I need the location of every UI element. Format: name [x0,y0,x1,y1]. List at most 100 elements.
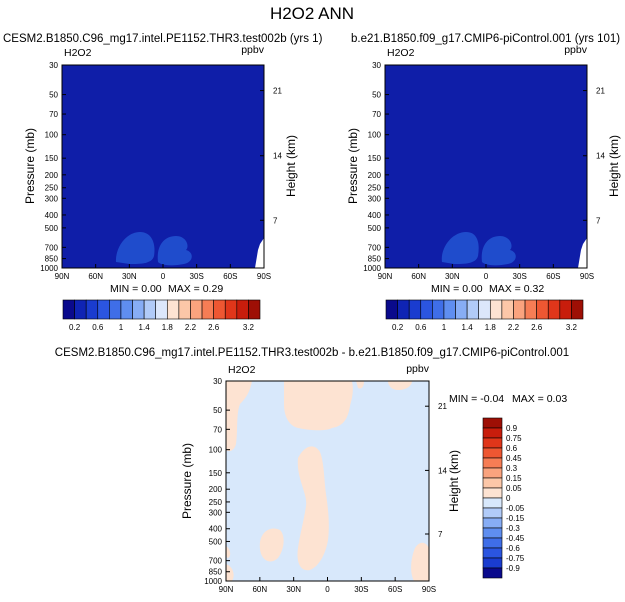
panel-test-x-ticks: 90N 60N 30N 0 30S 60S 90S [55,264,271,281]
panel-control-units: ppbv [564,44,588,56]
panel-difference-y2-ticks: 21 14 7 [425,402,447,539]
x-tick-label: 90N [378,272,393,281]
colorbar-label: 0.2 [392,323,404,332]
panel-test-min: MIN = 0.00 [110,283,162,295]
y-tick-label: 100 [45,131,59,140]
diff-region-d [388,381,412,390]
x-tick-label: 60N [252,585,267,594]
y-tick-label: 850 [45,255,59,264]
panel-difference-x-ticks: 90N 60N 30N 0 30S 60S 90S [219,577,436,594]
panel-test-blob-sh [157,236,192,266]
panel-control-min: MIN = 0.00 [431,283,483,295]
colorbar-label: -0.9 [506,564,520,573]
x-tick-label: 90S [580,272,594,281]
colorbar-swatch [524,299,537,320]
colorbar-swatch [489,299,503,320]
y-tick-label: 200 [209,485,223,494]
colorbar-label: 3.2 [566,323,578,332]
y-tick-label: 70 [49,110,58,119]
colorbar-swatch [443,299,456,320]
panel-control-x-ticks: 90N 60N 30N 0 30S 60S 90S [378,264,594,281]
colorbar-swatch [248,299,261,320]
colorbar-swatch [85,299,99,320]
y-tick-label: 50 [49,91,58,100]
colorbar-swatch [536,299,549,320]
colorbar-label: 2.2 [185,323,197,332]
y-tick-label: 100 [368,131,382,140]
y2-tick-label: 21 [438,402,447,411]
colorbar-swatch [143,299,157,320]
y-tick-label: 50 [372,91,381,100]
panel-difference-variable: H2O2 [228,364,256,376]
colorbar-label: 0.2 [69,323,81,332]
y-tick-label: 200 [45,171,59,180]
colorbar-label: 0.9 [506,424,518,433]
colorbar-swatch [190,299,203,320]
colorbar-label: 1.8 [485,323,497,332]
colorbar-swatch [166,299,180,320]
colorbar-swatch [432,299,445,320]
diff-region-a [226,381,252,452]
diff-region-i [411,542,429,581]
colorbar-swatch [397,299,410,320]
y2-tick-label: 7 [596,216,601,225]
colorbar-swatch [224,299,238,320]
colorbar-swatch [482,477,503,489]
colorbar-swatch [455,299,468,320]
colorbar-control: 0.2 0.6 1 1.4 1.8 2.2 2.6 3.2 [385,299,584,332]
y2-tick-label: 7 [273,216,278,225]
y2-tick-label: 7 [438,530,443,539]
panel-difference-min: MIN = -0.04 [449,393,504,405]
panel-control-blob-nh [441,232,479,264]
panel-control-y2label: Height (km) [607,135,621,197]
colorbar-label: 2.6 [531,323,543,332]
panel-test-max: MAX = 0.29 [168,283,223,295]
colorbar-swatch [109,299,122,320]
colorbar-swatch [482,447,503,459]
colorbar-label: 0.15 [506,474,522,483]
y2-tick-label: 14 [438,466,447,475]
colorbar-label: 2.2 [508,323,520,332]
colorbar-swatch [482,417,503,429]
panel-difference-units: ppbv [406,363,430,375]
colorbar-label: 1.4 [139,323,151,332]
colorbar-label: 0 [506,494,511,503]
y-tick-label: 500 [368,224,382,233]
panel-control: b.e21.B1850.f09_g17.CMIP6-piControl.001 … [346,33,621,295]
colorbar-label: 0.05 [506,484,522,493]
colorbar-label: 0.45 [506,454,522,463]
panel-difference-title: CESM2.B1850.C96_mg17.intel.PE1152.THR3.t… [55,347,569,359]
y-tick-label: 1000 [40,264,58,273]
diff-region-h [226,564,234,581]
panel-test-title: CESM2.B1850.C96_mg17.intel.PE1152.THR3.t… [3,33,323,45]
y-tick-label: 500 [45,224,59,233]
y2-tick-label: 21 [596,87,605,96]
y2-tick-label: 21 [273,87,282,96]
x-tick-label: 30S [190,272,204,281]
panel-control-blob-sh [481,236,516,266]
y-tick-label: 700 [45,243,59,252]
colorbar-label: -0.3 [506,524,520,533]
colorbar-swatch [120,299,133,320]
panel-difference-ylabel: Pressure (mb) [180,443,194,519]
colorbar-swatch [213,299,226,320]
y-tick-label: 500 [209,537,223,546]
x-tick-label: 30S [354,585,368,594]
colorbar-label: 1.4 [462,323,474,332]
colorbar-swatch [97,299,110,320]
colorbar-swatch [559,299,572,320]
y-tick-label: 300 [368,194,382,203]
colorbar-label: -0.45 [506,534,525,543]
colorbar-swatch [482,527,503,539]
panel-control-surface-mask [578,238,587,268]
panel-test-units: ppbv [241,44,265,56]
colorbar-swatch [571,299,584,320]
y-tick-label: 1000 [204,577,222,586]
x-tick-label: 30N [445,272,460,281]
x-tick-label: 90S [257,272,271,281]
y-tick-label: 30 [49,61,58,70]
colorbar-swatch [482,497,503,509]
colorbar-swatch [201,299,214,320]
